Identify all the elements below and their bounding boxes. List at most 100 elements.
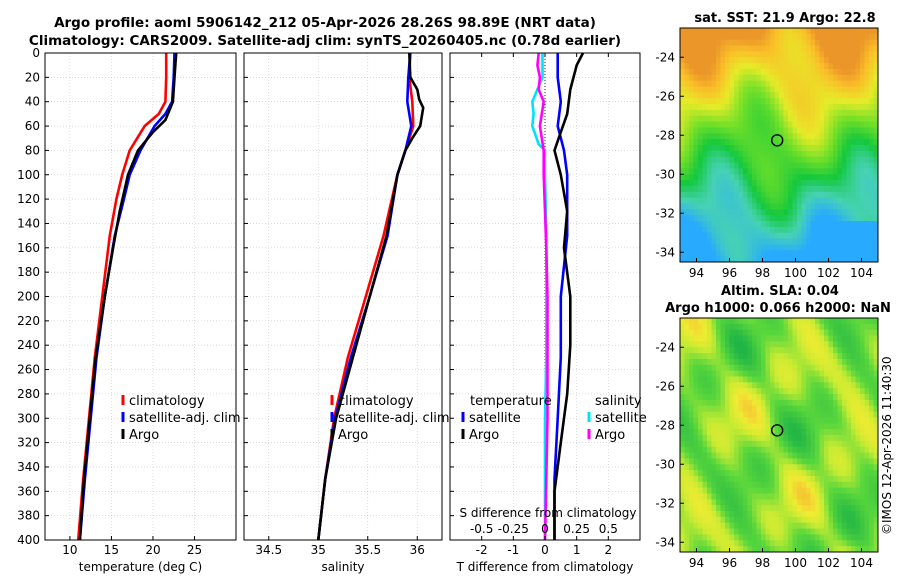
map-cell [747, 256, 753, 263]
map-cell [684, 203, 690, 210]
map-cell [864, 244, 870, 251]
map-cell [743, 446, 748, 453]
map-cell [864, 446, 870, 453]
map-cell [711, 133, 717, 140]
map-cell [689, 417, 694, 424]
map-cell [815, 323, 820, 331]
map-cell [716, 80, 721, 87]
map-cell [873, 215, 879, 222]
map-cell [783, 429, 789, 436]
map-cell [792, 417, 798, 424]
map-cell [729, 215, 735, 222]
map-cell [693, 546, 699, 553]
map-cell [810, 28, 816, 35]
map-cell [734, 57, 739, 64]
map-cell [824, 522, 829, 529]
map-cell [698, 388, 703, 395]
map-cell [864, 250, 870, 257]
map-cell [734, 209, 739, 216]
map-cell [806, 39, 811, 46]
map-cell [806, 546, 811, 553]
map-cell [707, 150, 712, 158]
map-cell [797, 203, 802, 210]
map-cell [752, 168, 757, 175]
map-cell [783, 358, 789, 366]
map-cell [765, 80, 771, 87]
map-cell [833, 318, 838, 325]
map-cell [873, 197, 879, 204]
map-cell [842, 353, 847, 360]
map-cell [824, 364, 829, 372]
map-cell [729, 440, 735, 448]
map-cell [815, 145, 820, 152]
map-cell [846, 353, 852, 360]
map-cell [846, 109, 852, 117]
map-cell [833, 33, 838, 41]
map-cell [747, 534, 753, 541]
map-cell [720, 399, 726, 407]
map-cell [824, 323, 829, 331]
map-cell [684, 127, 690, 134]
map-cell [720, 358, 726, 366]
map-cell [720, 238, 726, 245]
map-cell [806, 318, 811, 325]
map-cell [855, 382, 861, 389]
map-cell [743, 68, 748, 76]
map-cell [761, 458, 766, 465]
map-cell [747, 540, 753, 547]
map-cell [770, 540, 775, 547]
map-cell [693, 121, 699, 128]
map-cell [788, 51, 793, 58]
map-cell [711, 358, 717, 366]
map-cell [869, 145, 874, 152]
map-cell [702, 329, 708, 336]
map-cell [806, 528, 811, 535]
map-cell [693, 133, 699, 140]
map-cell [720, 51, 726, 58]
map-cell [788, 499, 793, 506]
map-cell [774, 168, 780, 175]
s-axis-label: S difference from climatology [460, 506, 637, 520]
map-cell [725, 458, 730, 465]
map-cell [792, 180, 798, 187]
map-cell [806, 411, 811, 418]
map-cell [720, 329, 726, 336]
map-cell [864, 411, 870, 418]
map-cell [873, 394, 879, 401]
map-cell [842, 115, 847, 122]
map-cell [788, 121, 793, 128]
map-cell [720, 104, 726, 111]
map-cell [689, 546, 694, 553]
map-cell [792, 376, 798, 383]
map-cell [743, 168, 748, 175]
map-cell [693, 51, 699, 58]
map-cell [851, 121, 856, 128]
map-cell [855, 487, 861, 494]
map-cell [828, 435, 834, 442]
map-cell [725, 522, 730, 529]
map-cell [801, 139, 807, 146]
map-cell [734, 353, 739, 360]
map-cell [770, 121, 775, 128]
map-cell [788, 238, 793, 245]
map-cell [819, 74, 825, 82]
map-cell [806, 191, 811, 199]
map-cell [819, 174, 825, 181]
map-cell [792, 104, 798, 111]
map-cell [738, 28, 744, 35]
map-cell [756, 68, 762, 76]
map-cell [747, 353, 753, 360]
map-cell [734, 458, 739, 465]
map-cell [837, 221, 843, 228]
map-cell [680, 511, 685, 518]
map-cell [774, 364, 780, 372]
map-cell [869, 417, 874, 424]
map-cell [711, 156, 717, 163]
map-cell [702, 226, 708, 234]
map-cell [765, 226, 771, 234]
map-cell [752, 440, 757, 448]
map-cell [873, 250, 879, 257]
map-cell [680, 150, 685, 158]
map-cell [774, 394, 780, 401]
map-cell [779, 203, 784, 210]
